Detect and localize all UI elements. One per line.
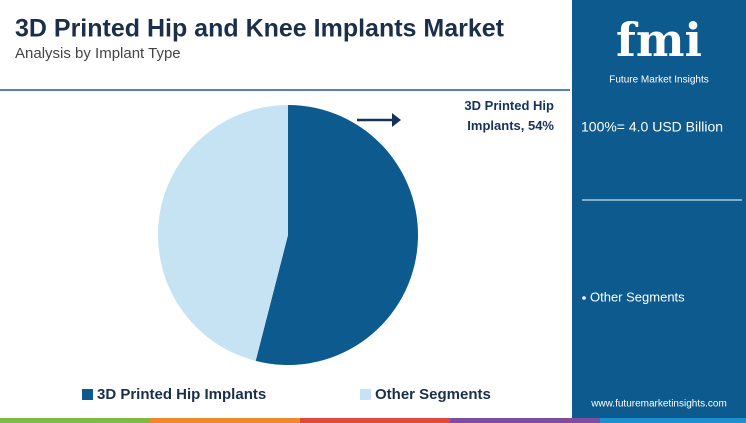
footer-strip [150,418,300,423]
legend-label: 3D Printed Hip Implants [97,386,266,403]
pie-slice [158,105,288,361]
arrow-head [392,113,401,127]
data-label: 3D Printed Hip Implants, 54% [464,98,554,133]
legend-swatch [360,389,371,400]
url: www.futuremarketinsights.com [590,399,727,410]
footer-strip [600,418,746,423]
footer-strip [0,418,150,423]
total-label: 100%= 4.0 USD Billion [581,119,723,135]
bullet [582,296,586,300]
footer-strip [300,418,450,423]
sidebar [572,0,746,418]
legend-label: Other Segments [375,386,491,403]
chart-title: 3D Printed Hip and Knee Implants Market [15,15,505,43]
footer-strip [450,418,600,423]
pie-slice [255,105,419,365]
chart-subtitle: Analysis by Implant Type [15,45,181,62]
brand: Future Market Insights [609,75,708,86]
legend-swatch [82,389,93,400]
logo: fmi [616,13,702,67]
side-note: Other Segments [590,289,685,304]
